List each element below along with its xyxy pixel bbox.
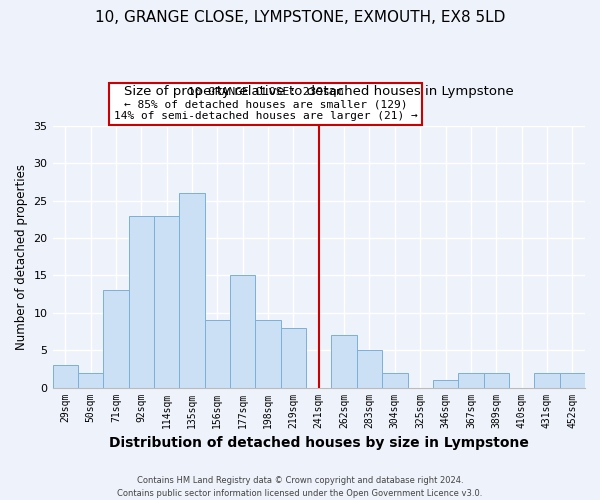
Title: Size of property relative to detached houses in Lympstone: Size of property relative to detached ho… bbox=[124, 86, 514, 98]
Bar bbox=[128, 216, 154, 388]
Bar bbox=[331, 335, 357, 388]
Bar bbox=[433, 380, 458, 388]
Bar bbox=[179, 193, 205, 388]
Bar bbox=[154, 216, 179, 388]
Bar bbox=[230, 276, 256, 388]
Text: 10 GRANGE CLOSE: 239sqm
← 85% of detached houses are smaller (129)
14% of semi-d: 10 GRANGE CLOSE: 239sqm ← 85% of detache… bbox=[113, 88, 418, 120]
Bar bbox=[458, 372, 484, 388]
Text: Contains HM Land Registry data © Crown copyright and database right 2024.
Contai: Contains HM Land Registry data © Crown c… bbox=[118, 476, 482, 498]
Bar bbox=[357, 350, 382, 388]
Bar bbox=[484, 372, 509, 388]
Bar bbox=[256, 320, 281, 388]
Bar bbox=[53, 365, 78, 388]
Bar bbox=[281, 328, 306, 388]
Y-axis label: Number of detached properties: Number of detached properties bbox=[15, 164, 28, 350]
Bar bbox=[534, 372, 560, 388]
Text: 10, GRANGE CLOSE, LYMPSTONE, EXMOUTH, EX8 5LD: 10, GRANGE CLOSE, LYMPSTONE, EXMOUTH, EX… bbox=[95, 10, 505, 25]
Bar bbox=[205, 320, 230, 388]
Bar bbox=[78, 372, 103, 388]
Bar bbox=[382, 372, 407, 388]
Bar bbox=[103, 290, 128, 388]
X-axis label: Distribution of detached houses by size in Lympstone: Distribution of detached houses by size … bbox=[109, 436, 529, 450]
Bar bbox=[560, 372, 585, 388]
